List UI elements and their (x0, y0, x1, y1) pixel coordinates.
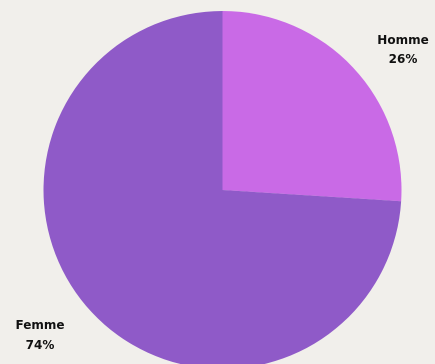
pie-slice-homme (222, 11, 402, 202)
pie-slices (43, 11, 402, 364)
pie-slice-femme (43, 11, 402, 364)
slice-label-homme-name: Homme (377, 33, 428, 47)
slice-label-femme-value: 74% (26, 338, 55, 352)
slice-label-homme-value: 26% (389, 52, 418, 66)
slice-label-femme-name: Femme (16, 318, 65, 332)
